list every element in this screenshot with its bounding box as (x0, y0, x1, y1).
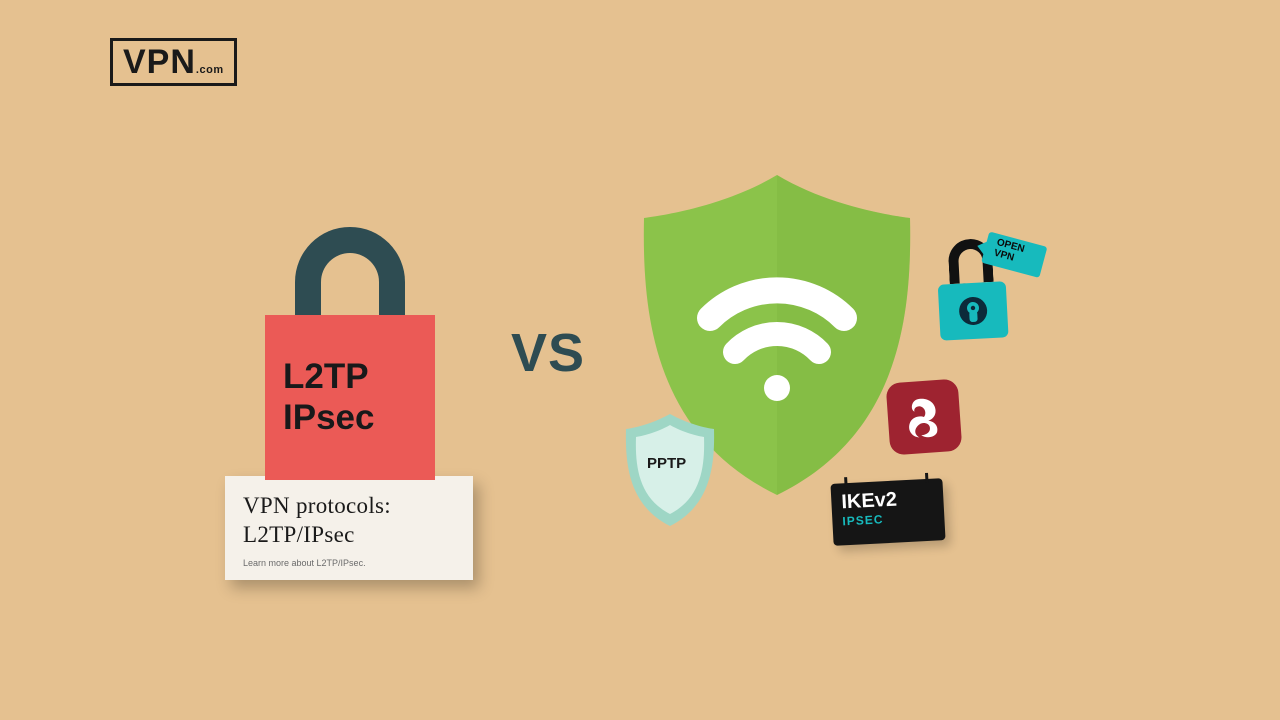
logo-suffix: .com (196, 64, 224, 76)
vs-label: VS (511, 322, 585, 384)
ikev2-label: IKEv2 (841, 488, 934, 513)
wireguard-icon (886, 379, 963, 456)
vpn-logo: VPN.com (110, 38, 237, 86)
pptp-label: PPTP (647, 455, 686, 472)
card-title: VPN protocols: L2TP/IPsec (243, 492, 455, 550)
openvpn-body-icon (938, 281, 1009, 340)
l2tp-cluster: L2TP IPsec VPN protocols: L2TP/IPsec Lea… (225, 205, 475, 580)
ikev2-badge: IKEv2 IPSEC (830, 478, 945, 546)
logo-main: VPN (123, 43, 196, 81)
lock-label-1: L2TP (283, 357, 369, 397)
padlock-body-icon: L2TP IPsec (265, 315, 435, 480)
protocol-card: VPN protocols: L2TP/IPsec Learn more abo… (225, 476, 473, 580)
openvpn-icon: OPEN VPN (935, 237, 1008, 340)
lock-label-2: IPsec (283, 398, 374, 438)
card-subtitle: Learn more about L2TP/IPsec. (243, 558, 455, 568)
